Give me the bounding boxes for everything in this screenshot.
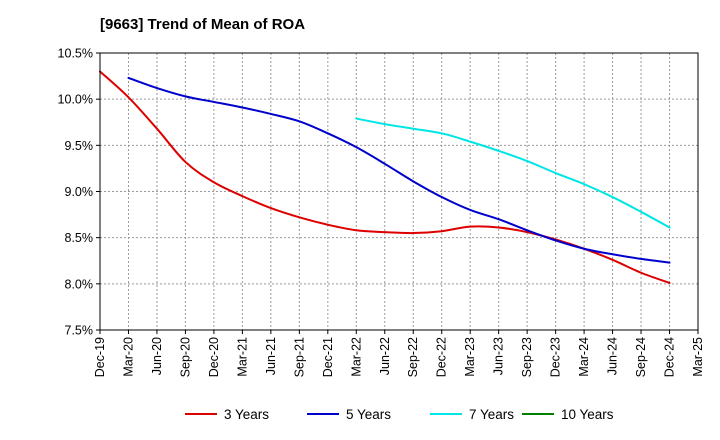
grid: [100, 53, 698, 330]
legend: 3 Years 5 Years 7 Years 10 Years: [185, 407, 614, 422]
x-tick-label: Mar-20: [121, 337, 135, 377]
legend-label-5-years: 5 Years: [346, 407, 391, 422]
x-tick-label: Dec-19: [93, 337, 107, 377]
x-tick-label: Sep-22: [406, 337, 420, 377]
x-tick-label: Dec-23: [549, 337, 563, 377]
x-tick-label: Jun-20: [150, 337, 164, 375]
x-tick-label: Jun-21: [264, 337, 278, 375]
chart-title: [9663] Trend of Mean of ROA: [100, 16, 305, 33]
x-tick-label: Dec-24: [663, 337, 677, 377]
y-tick-label: 10.5%: [58, 47, 93, 61]
series-lines: [99, 70, 671, 284]
x-tick-label: Dec-22: [435, 337, 449, 377]
x-axis-ticks: Dec-19 Mar-20 Jun-20 Sep-20 Dec-20 Mar-21 Jun-…: [93, 330, 705, 377]
x-tick-label: Jun-23: [492, 337, 506, 375]
series-line-5-years: [127, 76, 671, 264]
x-tick-label: Dec-21: [321, 337, 335, 377]
x-tick-label: Mar-22: [349, 337, 363, 377]
legend-label-10-years: 10 Years: [561, 407, 614, 422]
x-tick-label: Dec-20: [207, 337, 221, 377]
legend-label-7-years: 7 Years: [469, 407, 514, 422]
x-tick-label: Jun-22: [378, 337, 392, 375]
y-axis-ticks: 7.5% 8.0% 8.5% 9.0% 9.5% 10.0% 10.5%: [58, 47, 100, 338]
x-tick-label: Sep-24: [634, 337, 648, 377]
y-tick-label: 9.5%: [65, 139, 94, 153]
y-tick-label: 8.0%: [65, 277, 94, 291]
y-tick-label: 7.5%: [65, 324, 94, 338]
x-tick-label: Sep-20: [178, 337, 192, 377]
x-tick-label: Jun-24: [606, 337, 620, 375]
x-tick-label: Sep-23: [520, 337, 534, 377]
x-tick-label: Mar-25: [691, 337, 705, 377]
x-tick-label: Sep-21: [292, 337, 306, 377]
series-line-7-years: [355, 117, 671, 229]
y-tick-label: 8.5%: [65, 231, 94, 245]
x-tick-label: Mar-24: [577, 337, 591, 377]
x-tick-label: Mar-23: [463, 337, 477, 377]
legend-label-3-years: 3 Years: [224, 407, 269, 422]
y-tick-label: 10.0%: [58, 93, 93, 107]
y-tick-label: 9.0%: [65, 185, 94, 199]
x-tick-label: Mar-21: [235, 337, 249, 377]
